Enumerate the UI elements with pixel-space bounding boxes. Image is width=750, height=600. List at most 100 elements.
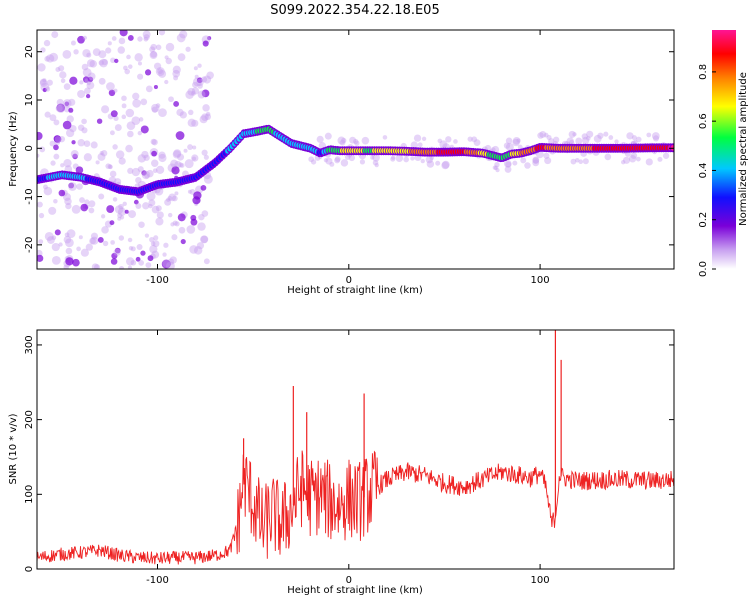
noise-blob — [66, 229, 76, 239]
haze-blob — [370, 155, 375, 160]
noise-blob — [185, 90, 194, 99]
noise-blob — [145, 85, 153, 93]
haze-blob — [329, 161, 335, 167]
haze-blob — [417, 142, 423, 148]
noise-blob — [114, 205, 124, 214]
spec-xtick-label: -100 — [146, 275, 169, 286]
noise-blob — [196, 77, 203, 84]
snr-ytick-label: 0 — [24, 566, 35, 572]
haze-blob — [581, 136, 590, 145]
noise-blob — [165, 57, 172, 65]
snr-xtick-label: 0 — [346, 575, 352, 586]
noise-blob — [39, 78, 47, 86]
haze-blob — [657, 156, 663, 162]
noise-blob — [86, 81, 95, 90]
noise-blob — [56, 98, 64, 106]
haze-blob — [614, 139, 619, 144]
noise-blob — [114, 124, 122, 132]
noise-blob — [135, 256, 141, 262]
noise-blob — [128, 210, 137, 219]
haze-blob — [572, 132, 577, 137]
noise-blob — [122, 201, 127, 207]
noise-blob — [58, 242, 63, 247]
noise-blob — [200, 76, 208, 83]
noise-blob — [98, 77, 106, 85]
haze-blob — [339, 139, 346, 146]
noise-blob — [51, 235, 57, 241]
noise-blob — [191, 87, 200, 95]
noise-blob — [42, 78, 47, 83]
haze-blob — [651, 132, 660, 140]
noise-blob — [121, 103, 127, 109]
noise-blob — [88, 207, 95, 214]
noise-blob — [165, 261, 175, 269]
haze-blob — [635, 156, 641, 162]
noise-blob — [69, 76, 78, 85]
haze-blob — [532, 159, 540, 167]
noise-blob — [155, 165, 165, 175]
noise-blob — [127, 64, 133, 69]
noise-blob — [97, 152, 106, 161]
noise-blob — [194, 74, 199, 79]
noise-blob — [63, 235, 72, 244]
snr-xlabel: Height of straight line (km) — [287, 585, 423, 596]
noise-blob — [130, 246, 136, 252]
noise-blob — [141, 170, 147, 176]
noise-blob — [87, 72, 96, 81]
colorbar-tick-label: 0.2 — [698, 212, 709, 228]
noise-blob — [151, 139, 158, 146]
noise-blob — [144, 173, 150, 179]
noise-blob — [155, 217, 164, 226]
haze-blob — [413, 134, 422, 142]
noise-blob — [201, 89, 210, 98]
noise-blob — [171, 195, 178, 202]
noise-blob — [187, 189, 192, 194]
haze-blob — [308, 156, 315, 163]
noise-blob — [90, 236, 99, 245]
noise-blob — [50, 160, 56, 166]
noise-blob — [117, 212, 123, 218]
noise-blob — [37, 254, 44, 262]
noise-blob — [158, 69, 167, 78]
noise-blob — [138, 221, 145, 228]
noise-blob — [137, 73, 144, 80]
noise-blob — [63, 159, 72, 168]
noise-blob — [37, 131, 43, 141]
noise-blob — [176, 108, 184, 117]
noise-blob — [83, 140, 91, 147]
haze-blob — [631, 135, 637, 141]
noise-blob — [164, 55, 169, 60]
haze-blob — [382, 135, 388, 140]
haze-blob — [390, 155, 396, 160]
noise-blob — [117, 216, 122, 221]
noise-blob — [174, 221, 180, 227]
noise-blob — [89, 60, 98, 68]
noise-blob — [162, 259, 171, 268]
noise-blob — [112, 197, 118, 202]
noise-blob — [54, 135, 61, 143]
haze-blob — [441, 160, 450, 169]
noise-blob — [91, 263, 99, 269]
noise-blob — [191, 91, 196, 96]
noise-blob — [138, 259, 145, 266]
noise-blob — [86, 59, 95, 68]
haze-blob — [325, 157, 333, 165]
noise-blob — [152, 240, 160, 248]
noise-blob — [78, 235, 83, 240]
noise-blob — [111, 36, 117, 41]
colorbar-tick-label: 0.0 — [698, 261, 709, 277]
noise-blob — [128, 246, 134, 251]
noise-blob — [119, 215, 125, 220]
noise-blob — [43, 39, 51, 47]
noise-blob — [53, 153, 60, 160]
noise-blob — [144, 233, 150, 238]
noise-blob — [75, 166, 84, 174]
haze-blob — [570, 158, 577, 165]
noise-blob — [102, 240, 109, 247]
noise-blob — [92, 48, 101, 57]
haze-blob — [410, 156, 415, 161]
noise-blob — [142, 202, 150, 210]
noise-blob — [46, 54, 55, 63]
